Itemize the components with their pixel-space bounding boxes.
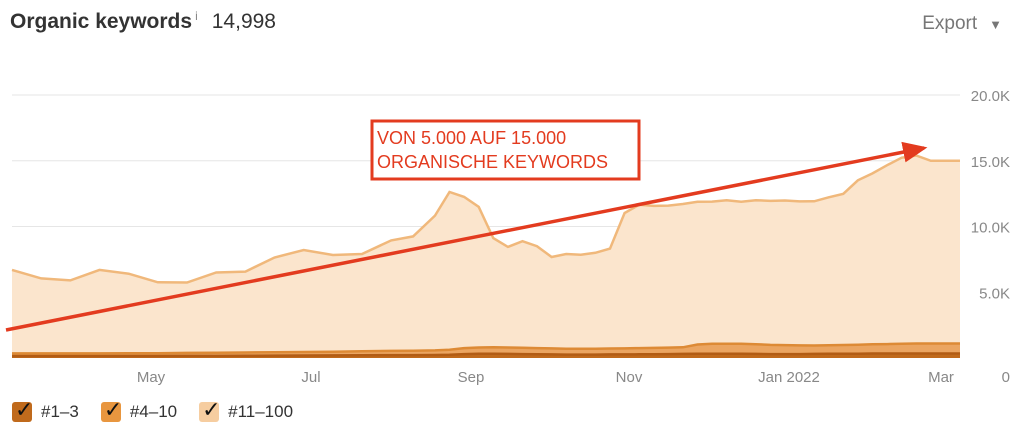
checkbox-icon[interactable]: ✓ bbox=[12, 397, 33, 422]
annotation-line-2: ORGANISCHE KEYWORDS bbox=[377, 152, 608, 172]
annotation-line-1: VON 5.000 AUF 15.000 bbox=[377, 128, 566, 148]
y-tick-label: 10.0K bbox=[971, 220, 1010, 237]
legend-label: #4–10 bbox=[129, 402, 178, 421]
y-tick-label: 20.0K bbox=[971, 88, 1010, 105]
y-tick-label: 5.0K bbox=[979, 285, 1010, 302]
x-axis: May Jul Sep Nov Jan 2022 Mar bbox=[137, 369, 954, 386]
legend-item-top100[interactable]: ✓ #11–100 bbox=[199, 397, 294, 422]
annotation-box bbox=[370, 119, 641, 181]
annotation-arrow bbox=[5, 141, 928, 332]
checkbox-icon[interactable]: ✓ bbox=[100, 397, 122, 422]
y-axis: 20.0K 15.0K 10.0K 5.0K 0 bbox=[971, 88, 1010, 386]
x-tick-label: Mar bbox=[928, 369, 954, 386]
chevron-down-icon: ▼ bbox=[989, 16, 1002, 32]
legend-item-top10[interactable]: ✓ #4–10 bbox=[100, 397, 178, 422]
legend-label: #1–3 bbox=[41, 402, 79, 421]
checkbox-icon[interactable]: ✓ bbox=[199, 397, 221, 422]
keyword-count: 14,998 bbox=[211, 10, 276, 33]
x-tick-label: Nov bbox=[616, 369, 643, 386]
annotation: VON 5.000 AUF 15.000 ORGANISCHE KEYWORDS bbox=[5, 119, 928, 332]
legend-label: #11–100 bbox=[228, 402, 294, 421]
series-line-2 bbox=[12, 342, 960, 355]
x-tick-label: Sep bbox=[458, 369, 485, 386]
keywords-chart: May Jul Sep Nov Jan 2022 Mar 20.0K 15.0K 10.0K 5… bbox=[5, 88, 1010, 386]
export-label: Export bbox=[922, 13, 978, 34]
legend-item-top3[interactable]: ✓ #1–3 bbox=[12, 397, 79, 422]
chart-areas bbox=[11, 154, 960, 358]
series-line-3 bbox=[11, 154, 960, 284]
chart-title: Organic keywords bbox=[10, 10, 193, 33]
x-tick-label: Jul bbox=[301, 369, 320, 386]
series-line-1 bbox=[12, 352, 960, 358]
x-tick-label: Jan 2022 bbox=[758, 369, 820, 386]
area-3 bbox=[12, 155, 960, 354]
y-tick-label: 0 bbox=[1002, 369, 1010, 386]
info-icon[interactable]: i bbox=[195, 9, 198, 23]
chart-header: Organic keywords i 14,998 bbox=[10, 9, 276, 42]
legend: ✓ #1–3 ✓ #4–10 ✓ #11–100 bbox=[12, 397, 315, 422]
export-button[interactable]: Export ▼ bbox=[922, 13, 1002, 35]
x-tick-label: May bbox=[137, 369, 166, 386]
y-tick-label: 15.0K bbox=[971, 154, 1010, 171]
